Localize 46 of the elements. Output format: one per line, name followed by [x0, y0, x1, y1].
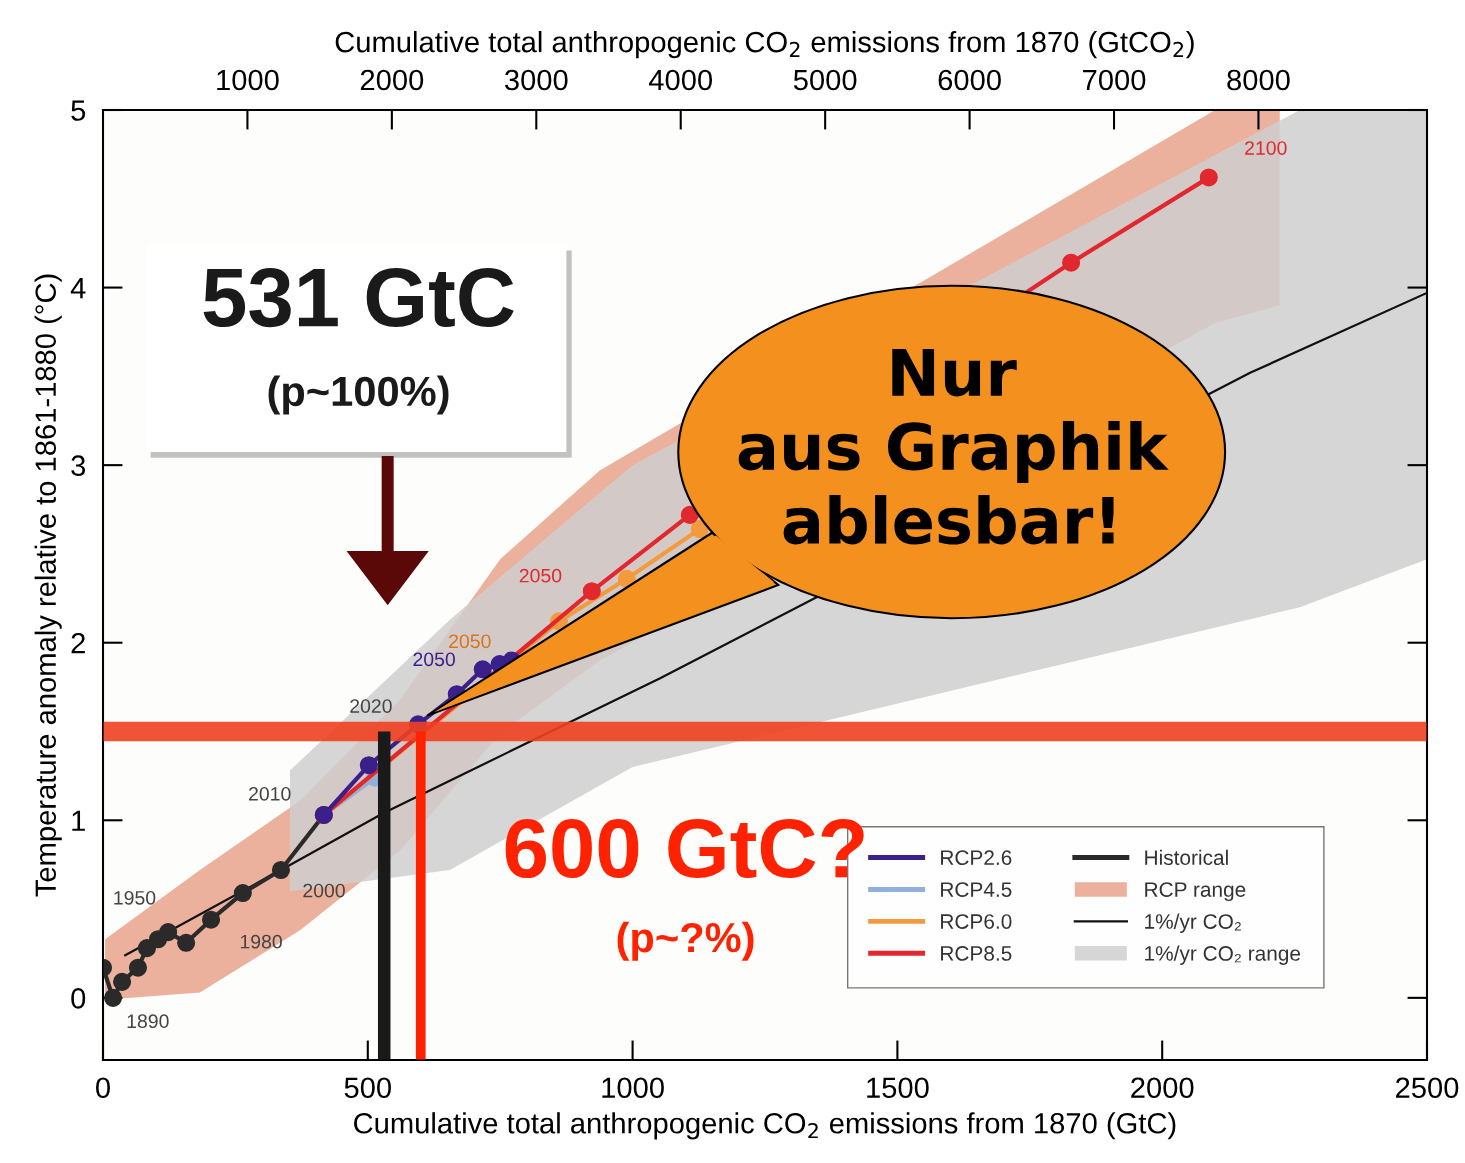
y-tick-label: 1 [72, 810, 85, 831]
legend-label: 1%/yr CO₂ range [1145, 945, 1301, 965]
x2-tick-label: 4000 [648, 69, 713, 91]
annotation: 1980 [240, 934, 282, 949]
y-tick-label: 3 [71, 455, 86, 476]
y-tick-label: 5 [71, 100, 86, 121]
legend-label: RCP2.6 [941, 850, 1012, 866]
x-tick-label: 2500 [1396, 1077, 1459, 1099]
x-tick-label: 500 [344, 1077, 391, 1099]
x2-tick-label: 2000 [360, 69, 424, 91]
legend-label: RCP4.5 [941, 882, 1012, 897]
y-axis-title: Temperature anomaly relative to 1861-1880 (°C) [34, 274, 62, 897]
annotation: 1950 [114, 890, 156, 905]
annotation: 2010 [249, 786, 291, 801]
x-tick-label: 1000 [602, 1077, 664, 1099]
annotation: (p~100%) [268, 375, 449, 415]
x2-tick-label: 5000 [793, 69, 857, 91]
x2-tick-label: 8000 [1227, 69, 1290, 91]
annotation: 2050 [413, 652, 455, 667]
annotation: 1890 [127, 1014, 169, 1029]
x-tick-label: 0 [96, 1077, 110, 1099]
x-axis-title: Cumulative total anthropogenic CO$_{2}$ emissions from 1870 (GtC) [354, 1112, 1176, 1140]
x2-tick-label: 7000 [1083, 69, 1146, 91]
y-tick-label: 0 [71, 988, 86, 1009]
annotation: 531 GtC [203, 268, 514, 328]
annotation: 2100 [1245, 141, 1287, 155]
x2-tick-label: 3000 [504, 69, 568, 91]
x2-axis-title: Cumulative total anthropogenic CO$_{2}$ emissions from 1870 (GtCO$_{2}$) [335, 30, 1194, 59]
annotation: 600 GtC? [505, 819, 864, 879]
y-tick-label: 2 [71, 632, 85, 654]
annotation: 2000 [303, 883, 345, 898]
legend-label: RCP8.5 [941, 946, 1012, 961]
annotation: (p~?%) [617, 921, 754, 961]
y-tick-label: 4 [70, 278, 86, 299]
x-tick-label: 2000 [1131, 1077, 1194, 1099]
annotation: 2050 [449, 634, 491, 649]
annotation: Nur aus Graphik ablesbar! [738, 349, 1169, 545]
legend-label: 1%/yr CO₂ [1145, 913, 1241, 933]
x2-tick-label: 1000 [217, 69, 279, 91]
x-tick-label: 1500 [867, 1077, 929, 1099]
legend-label: Historical [1145, 849, 1228, 866]
x2-tick-label: 6000 [938, 69, 1001, 91]
legend-label: RCP range [1145, 882, 1246, 902]
legend-label: RCP6.0 [941, 914, 1012, 929]
annotation: 2050 [519, 568, 562, 583]
annotation: 2020 [350, 699, 392, 713]
